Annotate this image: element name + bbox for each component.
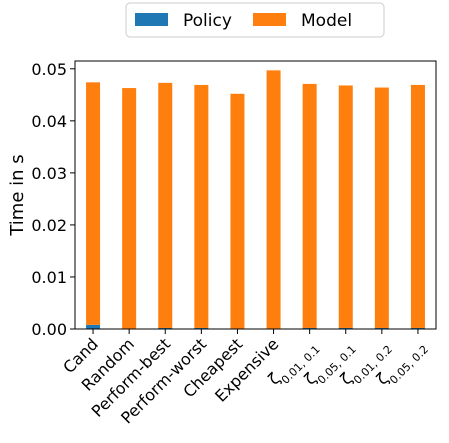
legend-swatch-policy xyxy=(135,13,168,26)
y-tick-label: 0.01 xyxy=(31,268,67,287)
x-axis: CandRandomPerform-bestPerform-worstCheap… xyxy=(59,329,431,427)
bars-group xyxy=(86,70,425,329)
bar-model-1 xyxy=(86,82,101,325)
bar-policy-7 xyxy=(302,327,317,329)
y-tick-label: 0.04 xyxy=(31,112,67,131)
bar-model-2 xyxy=(122,88,137,329)
y-axis-label: Time in s xyxy=(7,154,28,236)
legend-label-model: Model xyxy=(301,11,352,31)
bar-model-6 xyxy=(266,70,281,329)
bar-model-9 xyxy=(374,87,389,328)
y-tick-label: 0.02 xyxy=(31,216,67,235)
bar-model-4 xyxy=(194,84,209,328)
bar-model-8 xyxy=(338,85,353,328)
bar-model-10 xyxy=(410,84,425,328)
bar-model-3 xyxy=(158,82,173,328)
legend-label-policy: Policy xyxy=(183,11,232,31)
bar-policy-8 xyxy=(338,327,353,329)
y-tick-label: 0.03 xyxy=(31,164,67,183)
legend-swatch-model xyxy=(253,13,286,26)
legend: Policy Model xyxy=(125,2,385,38)
y-axis: 0.00 0.01 0.02 0.03 0.04 0.05 xyxy=(31,60,75,339)
y-tick-label: 0.05 xyxy=(31,60,67,79)
bar-model-5 xyxy=(230,93,245,329)
y-tick-label: 0.00 xyxy=(31,320,67,339)
bar-policy-10 xyxy=(410,327,425,329)
bar-policy-9 xyxy=(374,327,389,329)
bar-policy-4 xyxy=(194,327,209,329)
plot-frame xyxy=(74,60,437,330)
bar-policy-1 xyxy=(86,324,101,329)
bar-model-7 xyxy=(302,83,317,328)
bar-policy-3 xyxy=(158,327,173,329)
